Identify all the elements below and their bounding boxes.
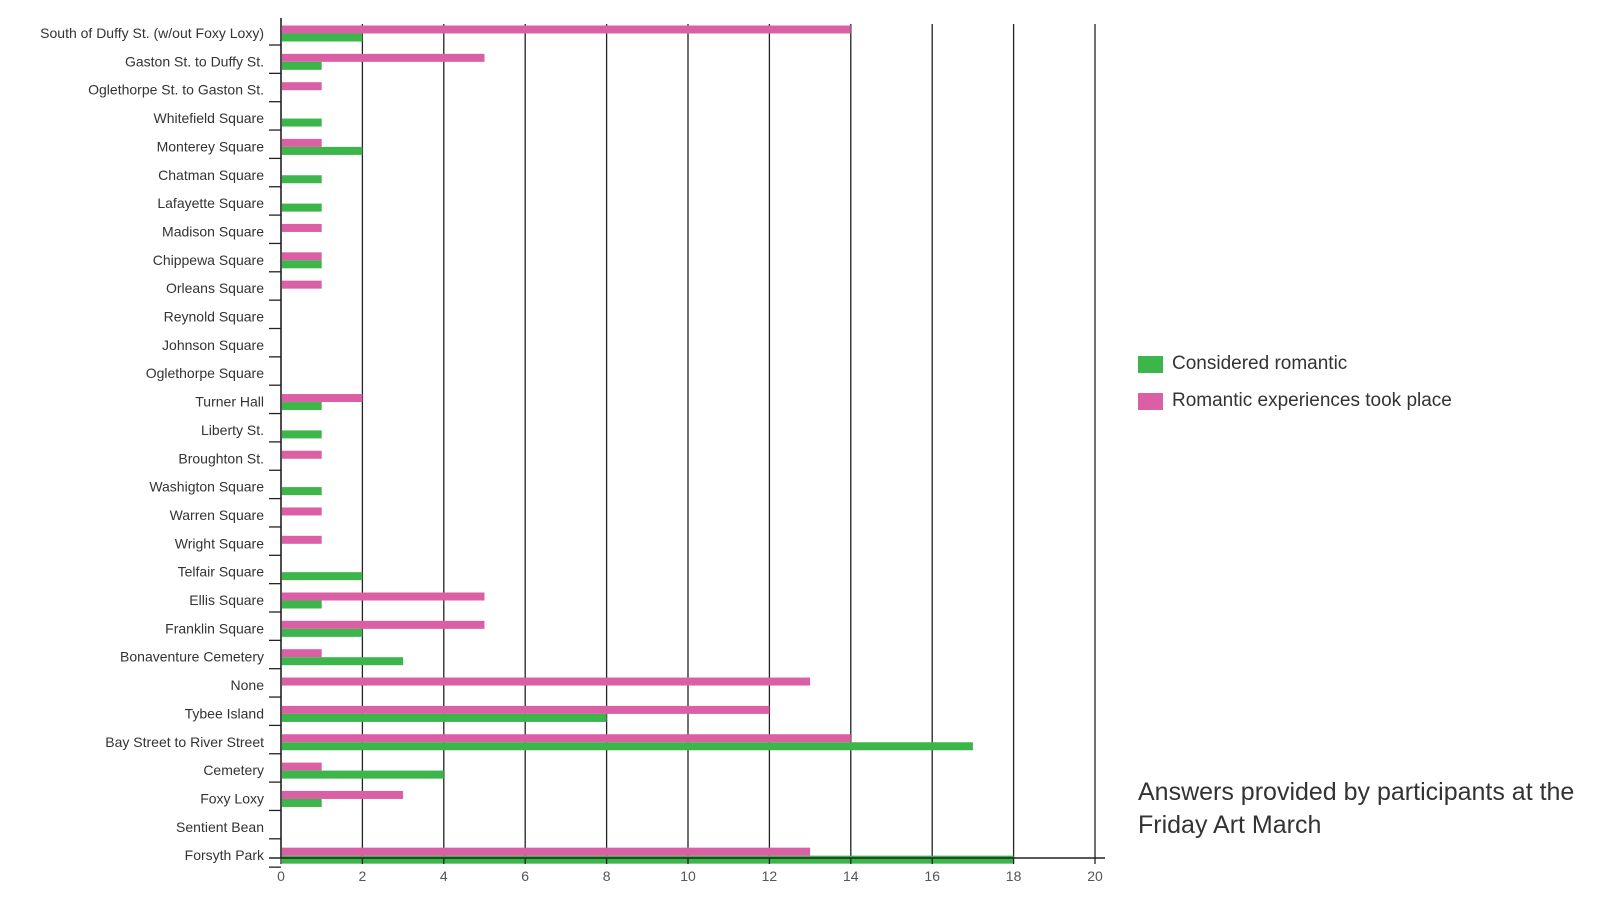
- bar-took-place-warren-square: [282, 507, 322, 516]
- bar-took-place-gaston-st-to-duffy-st: [282, 53, 485, 62]
- category-label-sentient-bean: Sentient Bean: [176, 819, 264, 835]
- x-tick-label-16: 16: [924, 868, 940, 884]
- legend-item-romantic-experiences: Romantic experiences took place: [1138, 389, 1578, 413]
- bar-took-place-bonaventure-cemetery: [282, 649, 322, 658]
- bar-took-place-monterey-square: [282, 138, 322, 147]
- category-label-turner-hall: Turner Hall: [195, 394, 264, 410]
- bar-considered-turner-hall: [282, 402, 322, 411]
- x-tick-label-2: 2: [359, 868, 367, 884]
- x-tick-label-4: 4: [440, 868, 448, 884]
- x-tick-label-12: 12: [762, 868, 778, 884]
- category-label-bonaventure-cemetery: Bonaventure Cemetery: [120, 649, 264, 665]
- category-label-monterey-square: Monterey Square: [157, 138, 265, 154]
- x-tick-label-0: 0: [277, 868, 285, 884]
- bar-considered-lafayette-square: [282, 203, 322, 212]
- bar-considered-gaston-st-to-duffy-st: [282, 61, 322, 70]
- bar-took-place-broughton-st: [282, 450, 322, 459]
- bar-considered-forsyth-park: [282, 855, 1014, 864]
- category-label-madison-square: Madison Square: [162, 223, 264, 239]
- bar-considered-monterey-square: [282, 146, 363, 155]
- category-label-none: None: [231, 677, 265, 693]
- gridlines: [361, 24, 1096, 858]
- category-label-tybee-island: Tybee Island: [185, 705, 264, 721]
- bar-considered-tybee-island: [282, 713, 607, 722]
- bar-considered-chatman-square: [282, 175, 322, 184]
- bar-took-place-madison-square: [282, 223, 322, 232]
- bar-considered-chippewa-square: [282, 260, 322, 269]
- category-label-reynold-square: Reynold Square: [164, 309, 265, 325]
- bar-considered-south-of-duffy-st-w-out-foxy-loxy: [282, 33, 363, 42]
- legend-label-romantic-experiences: Romantic experiences took place: [1172, 390, 1452, 411]
- category-label-johnson-square: Johnson Square: [162, 337, 264, 353]
- category-labels: South of Duffy St. (w/out Foxy Loxy) Gast…: [40, 25, 265, 863]
- bars: [282, 25, 1014, 864]
- category-label-forsyth-park: Forsyth Park: [185, 847, 265, 863]
- category-label-telfair-square: Telfair Square: [178, 564, 265, 580]
- category-label-oglethorpe-st-to-gaston-st: Oglethorpe St. to Gaston St.: [88, 82, 264, 98]
- category-label-liberty-st: Liberty St.: [201, 422, 264, 438]
- category-label-south-of-duffy-st-w-out-foxy-loxy: South of Duffy St. (w/out Foxy Loxy): [40, 25, 264, 41]
- category-label-chippewa-square: Chippewa Square: [153, 252, 265, 268]
- bar-took-place-tybee-island: [282, 705, 770, 714]
- category-label-gaston-st-to-duffy-st: Gaston St. to Duffy St.: [125, 53, 264, 69]
- category-label-franklin-square: Franklin Square: [165, 620, 264, 636]
- axes: [269, 18, 1105, 868]
- x-tick-label-6: 6: [521, 868, 529, 884]
- bar-considered-franklin-square: [282, 628, 363, 637]
- category-label-broughton-st: Broughton St.: [178, 450, 264, 466]
- category-label-ellis-square: Ellis Square: [189, 592, 264, 608]
- bar-took-place-wright-square: [282, 535, 322, 544]
- bar-took-place-forsyth-park: [282, 847, 811, 856]
- bar-considered-bonaventure-cemetery: [282, 657, 404, 666]
- bar-took-place-orleans-square: [282, 280, 322, 289]
- bar-considered-liberty-st: [282, 430, 322, 439]
- bar-took-place-bay-street-to-river-street: [282, 734, 851, 743]
- category-label-oglethorpe-square: Oglethorpe Square: [146, 365, 265, 381]
- category-label-chatman-square: Chatman Square: [158, 167, 264, 183]
- category-label-cemetery: Cemetery: [203, 762, 264, 778]
- bar-took-place-foxy-loxy: [282, 790, 404, 799]
- category-label-wright-square: Wright Square: [175, 535, 264, 551]
- x-tick-label-8: 8: [603, 868, 611, 884]
- bar-considered-cemetery: [282, 770, 444, 779]
- bar-took-place-south-of-duffy-st-w-out-foxy-loxy: [282, 25, 851, 34]
- bar-took-place-turner-hall: [282, 394, 363, 403]
- x-tick-label-10: 10: [680, 868, 696, 884]
- bar-took-place-cemetery: [282, 762, 322, 771]
- category-label-lafayette-square: Lafayette Square: [157, 195, 264, 211]
- bar-took-place-oglethorpe-st-to-gaston-st: [282, 82, 322, 91]
- legend-swatch-considered-romantic: [1138, 355, 1163, 373]
- category-label-orleans-square: Orleans Square: [166, 280, 264, 296]
- bar-took-place-franklin-square: [282, 620, 485, 629]
- legend-item-considered-romantic: Considered romantic: [1138, 352, 1578, 376]
- category-label-bay-street-to-river-street: Bay Street to River Street: [105, 734, 264, 750]
- bar-considered-washigton-square: [282, 487, 322, 496]
- category-label-whitefield-square: Whitefield Square: [153, 110, 264, 126]
- x-tick-label-14: 14: [843, 868, 859, 884]
- legend-swatch-romantic-experiences: [1138, 392, 1163, 410]
- bar-considered-telfair-square: [282, 572, 363, 581]
- legend-label-considered-romantic: Considered romantic: [1172, 353, 1348, 374]
- x-tick-label-20: 20: [1087, 868, 1103, 884]
- chart-note: Answers provided by participants at the …: [1138, 778, 1575, 839]
- category-label-foxy-loxy: Foxy Loxy: [200, 790, 264, 806]
- x-tick-labels: 0 2 4 6 8 10 12 14 16 18 20: [277, 868, 1103, 884]
- bar-took-place-none: [282, 677, 811, 686]
- category-label-warren-square: Warren Square: [170, 507, 265, 523]
- bar-considered-ellis-square: [282, 600, 322, 609]
- bar-took-place-ellis-square: [282, 592, 485, 601]
- bar-considered-bay-street-to-river-street: [282, 742, 973, 751]
- bar-took-place-chippewa-square: [282, 252, 322, 261]
- category-label-washigton-square: Washigton Square: [149, 479, 264, 495]
- bar-considered-whitefield-square: [282, 118, 322, 127]
- x-tick-label-18: 18: [1006, 868, 1022, 884]
- legend: Considered romantic Romantic experiences…: [1138, 352, 1578, 426]
- bar-considered-foxy-loxy: [282, 798, 322, 807]
